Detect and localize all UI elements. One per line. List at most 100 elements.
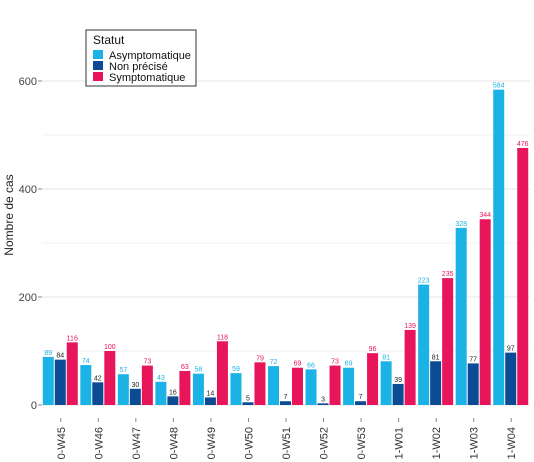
bar-non-pr-cis--1-W03 <box>467 363 479 405</box>
bar-non-pr-cis--0-W48 <box>167 396 179 405</box>
bar-symptomatique-0-W50 <box>254 362 266 405</box>
legend-swatch-symptomatique <box>93 72 103 81</box>
bar-value-label: 97 <box>507 346 515 353</box>
bar-value-label: 42 <box>94 375 102 382</box>
bar-non-pr-cis--0-W53 <box>355 401 367 405</box>
y-axis: 0 200 400 600 <box>19 76 42 412</box>
bar-symptomatique-0-W52 <box>329 365 341 405</box>
bar-symptomatique-0-W51 <box>292 367 303 405</box>
x-axis: 0-W45 0-W46 0-W47 0-W48 0-W49 0-W50 0-W51 0-W52… <box>56 418 518 459</box>
bar-non-pr-cis--1-W04 <box>505 352 517 405</box>
bar-asymptomatique-0-W47 <box>117 374 129 405</box>
bar-symptomatique-0-W53 <box>367 353 379 405</box>
x-tick-label: 0-W48 <box>168 427 180 459</box>
bar-non-pr-cis--1-W02 <box>430 361 442 405</box>
bar-value-label: 81 <box>432 354 440 361</box>
x-tick-label: 0-W47 <box>131 427 143 459</box>
bar-value-label: 3 <box>321 396 325 403</box>
bar-non-pr-cis--0-W51 <box>280 401 291 405</box>
bar-value-label: 235 <box>442 271 454 278</box>
x-tick-label: 0-W53 <box>356 427 368 459</box>
bar-value-label: 69 <box>345 361 353 368</box>
x-tick-label: 0-W45 <box>56 427 68 459</box>
x-tick-label: 0-W51 <box>281 427 293 459</box>
bars-layer <box>42 89 529 405</box>
x-tick-label: 1-W01 <box>394 427 406 459</box>
bar-asymptomatique-0-W49 <box>192 373 204 405</box>
x-tick-label: 0-W46 <box>93 427 105 459</box>
bar-value-label: 81 <box>382 354 390 361</box>
bar-value-label: 328 <box>455 221 467 228</box>
bar-non-pr-cis--0-W47 <box>129 388 141 405</box>
bar-symptomatique-1-W01 <box>404 329 416 405</box>
bar-value-label: 73 <box>143 359 151 366</box>
bar-value-label: 72 <box>270 359 278 366</box>
bar-asymptomatique-0-W45 <box>42 356 54 405</box>
bar-value-label: 16 <box>169 389 177 396</box>
bar-value-label: 84 <box>56 353 64 360</box>
legend-label-non-precise: Non précisé <box>109 61 168 73</box>
y-tick-label: 0 <box>31 400 37 412</box>
bar-asymptomatique-1-W03 <box>455 227 467 405</box>
legend: Statut Asymptomatique Non précisé Sympto… <box>85 29 197 87</box>
legend-title: Statut <box>93 33 125 47</box>
x-tick-label: 0-W52 <box>319 427 331 459</box>
bar-asymptomatique-0-W52 <box>305 369 317 405</box>
bar-value-label: 584 <box>493 83 505 90</box>
legend-swatch-asymptomatique <box>93 50 103 59</box>
bar-value-label: 73 <box>331 359 339 366</box>
bar-asymptomatique-0-W50 <box>230 373 242 405</box>
bar-value-label: 63 <box>181 364 189 371</box>
bar-non-pr-cis--0-W49 <box>204 397 216 405</box>
bar-value-label: 79 <box>256 355 264 362</box>
bar-symptomatique-1-W02 <box>442 278 454 405</box>
bar-symptomatique-0-W49 <box>216 341 228 405</box>
bar-asymptomatique-1-W02 <box>418 284 430 405</box>
y-tick-label: 200 <box>19 292 37 304</box>
bar-non-pr-cis--1-W01 <box>392 383 404 405</box>
bar-symptomatique-0-W45 <box>66 342 78 405</box>
bar-value-label: 7 <box>284 394 288 401</box>
bar-value-label: 89 <box>44 350 52 357</box>
bar-value-label: 69 <box>294 361 302 368</box>
bar-value-label: 58 <box>195 367 203 374</box>
bar-value-label: 5 <box>246 395 250 402</box>
bar-value-label: 476 <box>517 141 529 148</box>
x-tick-label: 1-W04 <box>506 427 518 459</box>
bar-value-label: 77 <box>469 356 477 363</box>
legend-box <box>85 29 197 87</box>
bar-value-label: 57 <box>119 367 127 374</box>
legend-label-asymptomatique: Asymptomatique <box>109 50 191 62</box>
x-tick-label: 0-W49 <box>206 427 218 459</box>
x-tick-label: 1-W03 <box>469 427 481 459</box>
y-tick-label: 400 <box>19 184 37 196</box>
bar-symptomatique-1-W04 <box>517 147 529 405</box>
bar-value-label: 7 <box>359 394 363 401</box>
bar-non-pr-cis--0-W45 <box>54 359 66 405</box>
bar-symptomatique-1-W03 <box>479 219 491 405</box>
x-tick-label: 0-W50 <box>243 427 255 459</box>
legend-label-symptomatique: Symptomatique <box>109 72 185 84</box>
bar-asymptomatique-0-W51 <box>268 366 279 405</box>
bar-non-pr-cis--0-W52 <box>317 403 329 405</box>
bar-value-label: 39 <box>394 377 402 384</box>
bar-symptomatique-0-W46 <box>104 351 116 405</box>
bar-value-label: 96 <box>369 346 377 353</box>
y-axis-title: Nombre de cas <box>2 174 16 255</box>
bar-asymptomatique-0-W46 <box>80 365 92 405</box>
bar-value-label: 223 <box>418 278 430 285</box>
bar-value-label: 118 <box>217 334 228 341</box>
legend-swatch-non-precise <box>93 61 103 70</box>
bar-non-pr-cis--0-W46 <box>92 382 104 405</box>
bar-value-label: 43 <box>157 375 165 382</box>
bar-value-label: 66 <box>307 362 315 369</box>
bar-asymptomatique-0-W48 <box>155 381 167 405</box>
x-tick-label: 1-W02 <box>431 427 443 459</box>
bar-value-label: 116 <box>67 335 78 342</box>
bar-symptomatique-0-W47 <box>141 365 153 405</box>
bar-asymptomatique-0-W53 <box>343 367 355 405</box>
bar-non-pr-cis--0-W50 <box>242 402 254 405</box>
